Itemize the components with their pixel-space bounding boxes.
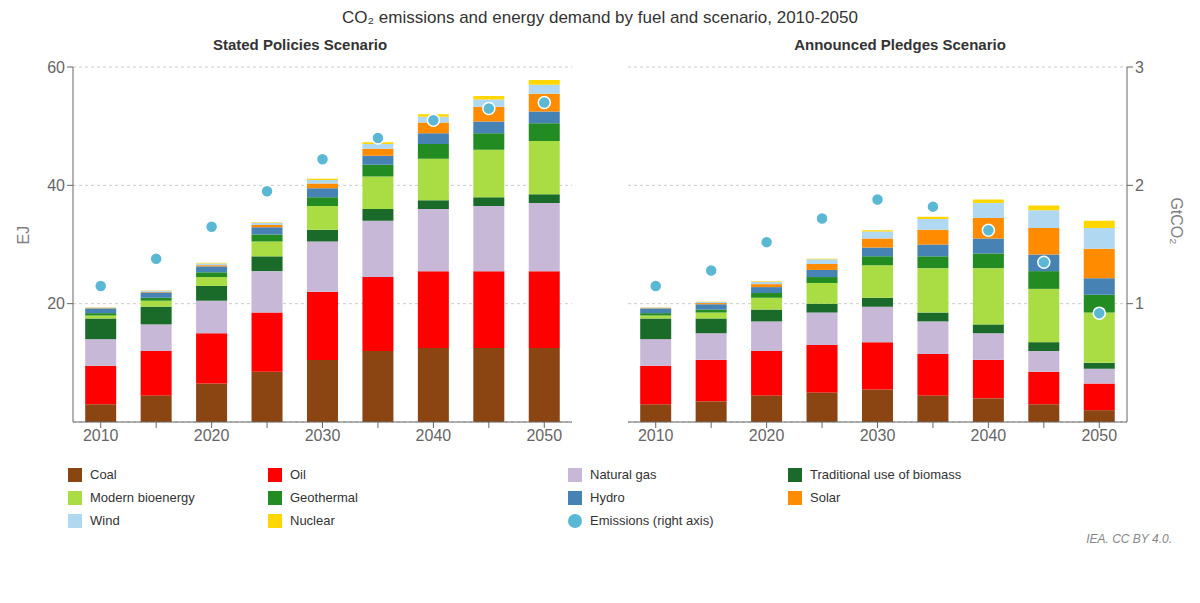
html-text:Hydro: Hydro [590,490,625,505]
svg-text:2030: 2030 [860,427,896,444]
html-text:CO₂ emissions and energy deman: CO₂ emissions and energy demand by fuel … [342,8,858,27]
html-text:Wind: Wind [90,513,120,528]
svg-text:2020: 2020 [194,427,230,444]
svg-text:3: 3 [1135,59,1144,76]
html-text:Stated Policies Scenario: Stated Policies Scenario [212,36,388,53]
svg-text:GtCO₂: GtCO₂ [1168,197,1185,244]
svg-text:2: 2 [1135,177,1144,194]
html-text:Solar: Solar [810,490,841,505]
html-text:Modern bioenergy: Modern bioenergy [90,490,195,505]
html-text:Geothermal: Geothermal [290,490,358,505]
svg-text:2040: 2040 [416,427,452,444]
html-text:Announced Pledges Scenario: Announced Pledges Scenario [794,36,1006,53]
html-text:Nuclear: Nuclear [290,513,335,528]
svg-text:2010: 2010 [83,427,119,444]
svg-text:EJ: EJ [15,226,32,245]
svg-text:1: 1 [1135,295,1144,312]
svg-text:2050: 2050 [526,427,562,444]
svg-text:60: 60 [47,59,65,76]
svg-text:40: 40 [47,177,65,194]
html-text:Emissions (right axis): Emissions (right axis) [590,513,714,528]
html-text:IEA. CC BY 4.0.: IEA. CC BY 4.0. [1086,532,1172,546]
html-text:Coal: Coal [90,467,117,482]
svg-text:2040: 2040 [971,427,1007,444]
html-text:Oil: Oil [290,467,306,482]
svg-text:2020: 2020 [749,427,785,444]
html-text:Natural gas: Natural gas [590,467,657,482]
svg-text:2050: 2050 [1081,427,1117,444]
svg-text:2010: 2010 [638,427,674,444]
svg-text:2030: 2030 [305,427,341,444]
html-text:Traditional use of biomass: Traditional use of biomass [810,467,962,482]
svg-text:20: 20 [47,295,65,312]
